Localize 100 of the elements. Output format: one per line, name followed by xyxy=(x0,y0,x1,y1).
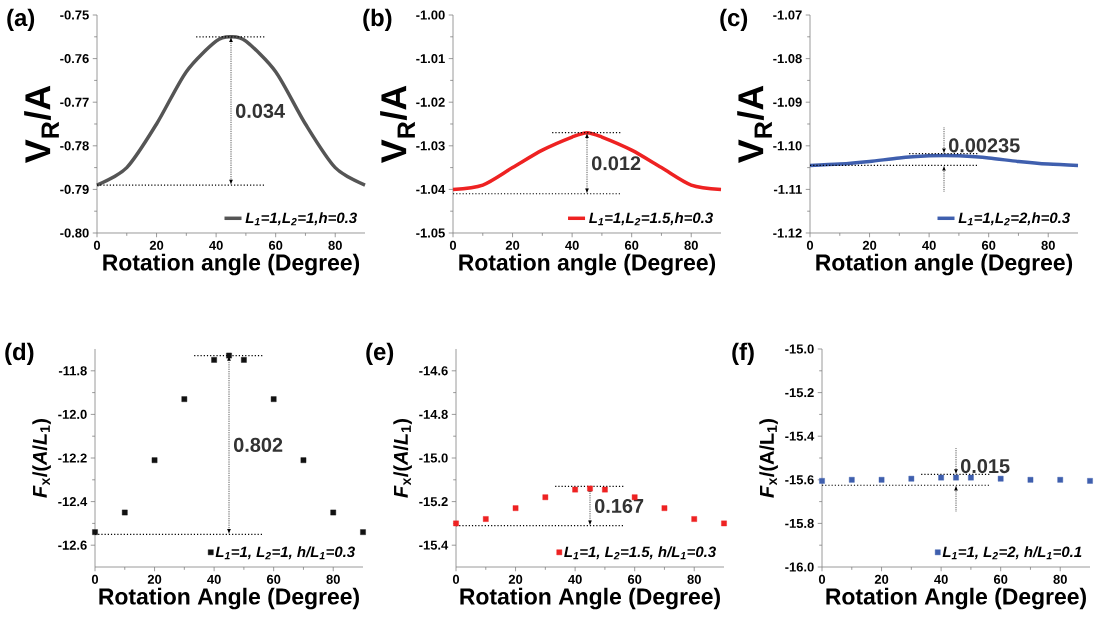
x-tick-label: 40 xyxy=(568,574,582,584)
y-tick-label: -0.75 xyxy=(60,10,89,20)
point xyxy=(661,505,668,511)
point xyxy=(270,396,277,402)
x-axis-title: Rotation angle (Degree) xyxy=(103,253,360,276)
text: (e) xyxy=(366,342,394,365)
y-tick-label: -1.05 xyxy=(416,228,445,238)
x-tick-label: 60 xyxy=(268,240,283,250)
y-tick-label: -0.77 xyxy=(60,97,89,107)
text: (a) xyxy=(7,8,35,31)
x-tick-label: 0 xyxy=(91,574,99,584)
legend-label: L$_{1}$=1,L$_{2}$=2,h=0.3 xyxy=(958,212,1070,226)
x-axis-title: Rotation Angle (Degree) xyxy=(460,587,720,610)
x-tick-label: 20 xyxy=(862,240,877,250)
point xyxy=(542,494,549,501)
x-tick-label: 0 xyxy=(806,240,814,250)
y-tick-label: -12.6 xyxy=(58,540,87,550)
x-tick-label: 20 xyxy=(508,574,523,584)
point xyxy=(453,520,459,527)
y-tick-label: -1.01 xyxy=(416,54,445,64)
annotation: 0.802 xyxy=(233,437,283,452)
x-axis-title: Rotation angle (Degree) xyxy=(459,253,716,276)
line-series xyxy=(451,130,723,192)
x-tick-label: 60 xyxy=(624,240,639,250)
x-tick-label: 40 xyxy=(922,240,936,250)
y-tick-label: -1.09 xyxy=(773,97,802,107)
point xyxy=(602,486,608,493)
y-tick-label: -12.4 xyxy=(58,497,88,507)
x-tick-label: 60 xyxy=(627,574,642,584)
x-tick-label: 20 xyxy=(874,574,889,584)
y-axis-title: V$_{R}$/A xyxy=(380,85,415,163)
y-tick-label: -1.02 xyxy=(416,97,445,107)
x-tick-label: 20 xyxy=(505,240,520,250)
point xyxy=(300,457,307,463)
annotation: 0.034 xyxy=(235,103,285,118)
point xyxy=(691,516,698,522)
x-tick-label: 0 xyxy=(93,240,101,250)
text: (f) xyxy=(732,342,754,365)
y-tick-label: -15.4 xyxy=(785,431,815,441)
x-tick-label: 40 xyxy=(934,574,948,584)
y-tick-label: -12.0 xyxy=(58,409,87,419)
legend-label: L$_{1}$=1,L$_{2}$=1,h=0.3 xyxy=(245,212,357,226)
x-tick-label: 20 xyxy=(147,574,162,584)
legend-label: L$_{1}$=1,L$_{2}$=1.5,h=0.3 xyxy=(589,212,713,226)
annotation: 0.00235 xyxy=(948,138,1020,153)
legend-label: L$_{1}$=1, L$_{2}$=2, h/L$_{1}$=0.1 xyxy=(942,546,1082,560)
y-tick-label: -14.6 xyxy=(419,366,448,376)
point xyxy=(572,486,578,493)
y-tick-label: -1.04 xyxy=(416,184,446,194)
point xyxy=(181,396,188,402)
x-tick-label: 60 xyxy=(981,240,996,250)
annotation: 0.167 xyxy=(594,498,644,514)
x-axis-title: Rotation Angle (Degree) xyxy=(826,587,1086,610)
point xyxy=(121,509,128,516)
annotation: (b) xyxy=(363,8,392,31)
y-tick-label: -0.79 xyxy=(60,184,89,194)
y-tick-label: -15.6 xyxy=(785,475,814,485)
x-tick-label: 20 xyxy=(149,240,164,250)
point xyxy=(482,516,489,522)
point xyxy=(151,457,158,463)
y-tick-label: -15.2 xyxy=(785,388,814,398)
y-tick-label: -15.0 xyxy=(785,344,814,354)
y-tick-label: -1.08 xyxy=(773,54,802,64)
y-tick-label: -1.00 xyxy=(416,10,445,20)
y-tick-label: -16.0 xyxy=(785,562,814,572)
x-tick-label: 0 xyxy=(818,574,826,584)
x-axis-title: Rotation angle (Degree) xyxy=(816,253,1073,276)
annotation: (c) xyxy=(720,8,748,31)
x-tick-label: 80 xyxy=(684,240,698,250)
point xyxy=(360,529,366,535)
point xyxy=(330,509,337,516)
x-tick-label: 80 xyxy=(328,240,342,250)
x-tick-label: 40 xyxy=(209,240,223,250)
y-tick-label: -0.80 xyxy=(60,228,89,238)
y-tick-label: -1.07 xyxy=(773,10,802,20)
y-tick-label: -1.12 xyxy=(773,228,802,238)
legend-label: L$_{1}$=1, L$_{2}$=1.5, h/L$_{1}$=0.3 xyxy=(564,546,716,560)
y-tick-label: -15.8 xyxy=(785,518,814,528)
point xyxy=(512,505,519,511)
x-tick-label: 80 xyxy=(326,574,340,584)
x-tick-label: 60 xyxy=(993,574,1008,584)
x-tick-label: 80 xyxy=(1053,574,1067,584)
y-tick-label: -12.2 xyxy=(58,453,87,463)
y-tick-label: -11.8 xyxy=(58,366,87,376)
text: (d) xyxy=(5,342,34,365)
line-series xyxy=(95,35,367,187)
point xyxy=(721,520,727,527)
y-tick-label: -15.0 xyxy=(419,453,448,463)
x-tick-label: 0 xyxy=(449,240,457,250)
y-tick-label: -1.03 xyxy=(416,141,445,151)
annotation: 0.012 xyxy=(591,156,641,171)
y-tick-label: -1.11 xyxy=(773,184,802,194)
y-tick-label: -14.8 xyxy=(419,409,448,419)
point xyxy=(211,357,217,363)
x-tick-label: 60 xyxy=(266,574,281,584)
y-axis-title: V$_{R}$/A xyxy=(24,85,59,163)
x-tick-label: 80 xyxy=(1041,240,1055,250)
annotation: 0.015 xyxy=(960,459,1010,474)
y-tick-label: -1.10 xyxy=(773,141,802,151)
x-tick-label: 80 xyxy=(687,574,701,584)
